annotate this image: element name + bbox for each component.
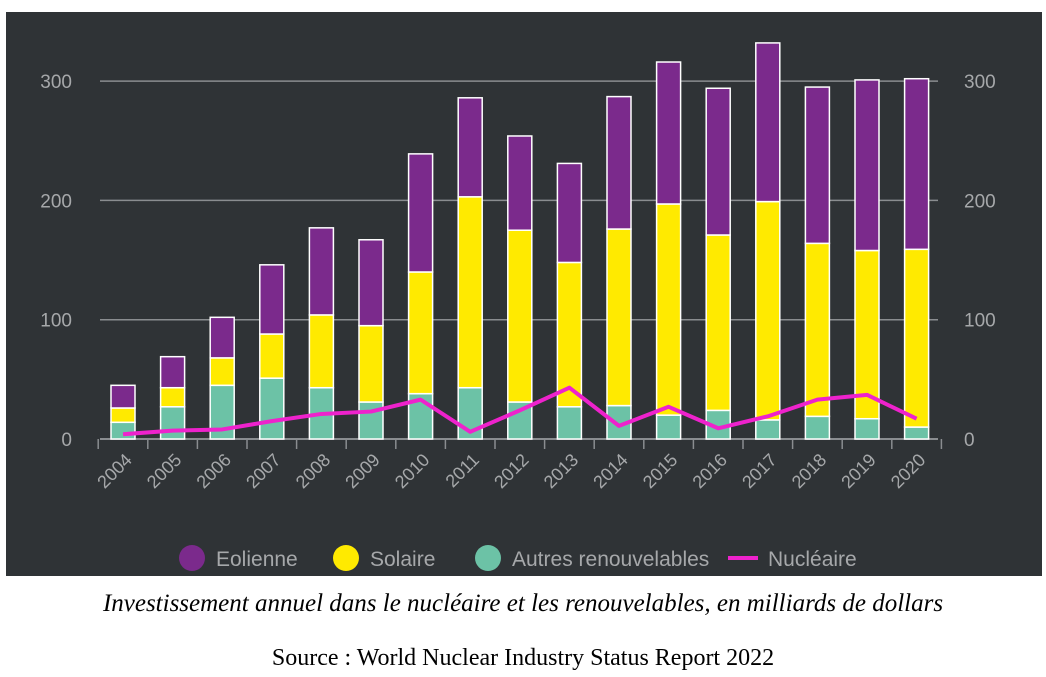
xtick-2010: 2010 — [391, 450, 433, 492]
bar-solaire-2012 — [507, 229, 533, 403]
chart-svg: 0 0 100 100 200 200 300 300 2004 2005 2006 2007 2008… — [40, 42, 996, 571]
legend: Eolienne Solaire Autres renouvelables Nuclé… — [179, 545, 857, 571]
bar-eolienne-2009 — [358, 239, 384, 327]
xtick-2017: 2017 — [738, 450, 780, 492]
xtick-2009: 2009 — [341, 450, 383, 492]
bar-solaire-2015 — [655, 203, 682, 416]
bar-eolienne-2015 — [655, 61, 682, 205]
bar-solaire-2010 — [407, 271, 434, 395]
bar-eolienne-2012 — [507, 135, 533, 231]
bar-solaire-2004 — [110, 407, 136, 424]
line-nucléaire — [122, 385, 918, 437]
bar-eolienne-2020 — [903, 77, 930, 251]
bar-solaire-2005 — [159, 386, 186, 408]
bar-eolienne-2008 — [308, 227, 335, 316]
xtick-2018: 2018 — [788, 450, 830, 492]
bar-autres-renouvelables-2004 — [110, 421, 136, 440]
legend-swatch-eolienne — [179, 545, 205, 571]
legend-swatch-autres-renouvelables — [475, 545, 501, 571]
ytick-left-200: 200 — [40, 191, 72, 212]
xtick-2016: 2016 — [689, 450, 731, 492]
ytick-left-100: 100 — [40, 311, 72, 332]
bar-eolienne-2011 — [457, 97, 483, 198]
bar-solaire-2009 — [358, 324, 384, 403]
bar-eolienne-2016 — [705, 87, 731, 236]
xtick-2015: 2015 — [639, 450, 681, 492]
bar-autres-renouvelables-2019 — [854, 417, 880, 440]
bar-eolienne-2017 — [755, 42, 781, 203]
legend-label-nucléaire: Nucléaire — [768, 548, 857, 571]
legend-label-eolienne: Eolienne — [216, 548, 298, 571]
bar-eolienne-2019 — [854, 79, 880, 252]
bar-autres-renouvelables-2013 — [556, 406, 583, 440]
bar-eolienne-2014 — [606, 95, 632, 230]
bar-solaire-2018 — [804, 242, 831, 418]
bar-solaire-2014 — [606, 228, 632, 407]
xtick-2008: 2008 — [292, 450, 334, 492]
chart-caption: Investissement annuel dans le nucléaire … — [102, 590, 944, 617]
chart-source: Source : World Nuclear Industry Status R… — [271, 645, 775, 671]
xtick-2007: 2007 — [242, 450, 284, 492]
ytick-left-300: 300 — [40, 72, 72, 93]
ytick-right-100: 100 — [964, 311, 996, 332]
bar-eolienne-2018 — [804, 86, 831, 245]
ytick-right-300: 300 — [964, 72, 996, 93]
xtick-2020: 2020 — [887, 450, 929, 492]
xtick-2013: 2013 — [540, 450, 582, 492]
bar-eolienne-2004 — [110, 384, 136, 409]
bar-autres-renouvelables-2020 — [903, 426, 930, 440]
bar-eolienne-2005 — [159, 355, 186, 389]
bar-eolienne-2010 — [407, 153, 434, 273]
xtick-2006: 2006 — [193, 450, 235, 492]
legend-label-solaire: Solaire — [370, 548, 435, 571]
ytick-right-0: 0 — [964, 430, 975, 451]
bar-autres-renouvelables-2018 — [804, 415, 831, 440]
bar-solaire-2020 — [903, 248, 930, 428]
xtick-2004: 2004 — [93, 450, 135, 492]
bar-solaire-2008 — [308, 314, 335, 389]
ytick-right-200: 200 — [964, 191, 996, 212]
nuclear-line-layer — [122, 385, 918, 437]
bar-eolienne-2013 — [556, 162, 583, 264]
xtick-2011: 2011 — [442, 450, 484, 492]
legend-label-autres-renouvelables: Autres renouvelables — [512, 548, 709, 571]
bar-eolienne-2007 — [259, 264, 285, 335]
bar-eolienne-2006 — [209, 316, 235, 359]
bar-solaire-2011 — [457, 196, 483, 389]
legend-swatch-solaire — [333, 545, 359, 571]
bar-solaire-2007 — [259, 333, 285, 379]
xtick-2014: 2014 — [589, 450, 631, 492]
xtick-2005: 2005 — [143, 450, 185, 492]
ytick-left-0: 0 — [61, 430, 72, 451]
bar-autres-renouvelables-2007 — [259, 377, 285, 440]
bar-autres-renouvelables-2015 — [655, 414, 682, 440]
bar-solaire-2016 — [705, 234, 731, 412]
bar-solaire-2017 — [755, 200, 781, 421]
bar-autres-renouvelables-2017 — [755, 419, 781, 440]
bar-solaire-2019 — [854, 249, 880, 420]
xtick-2019: 2019 — [837, 450, 879, 492]
xtick-2012: 2012 — [490, 450, 532, 492]
chart-panel: 0 0 100 100 200 200 300 300 2004 2005 2006 2007 2008… — [6, 12, 1042, 576]
bar-solaire-2006 — [209, 357, 235, 387]
bar-solaire-2013 — [556, 261, 583, 408]
bar-autres-renouvelables-2005 — [159, 406, 186, 440]
bars — [110, 42, 930, 440]
